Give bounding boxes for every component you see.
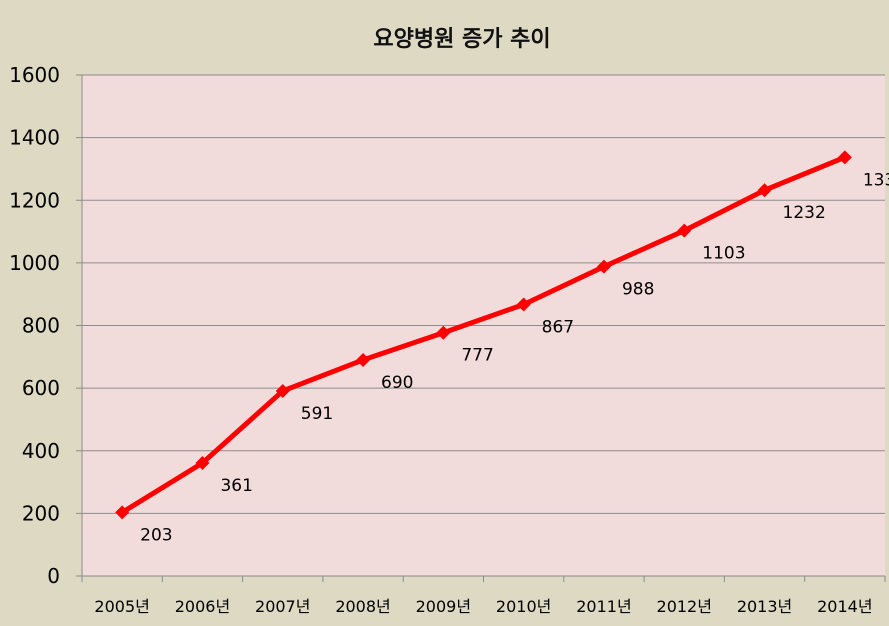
y-tick-label: 400 xyxy=(22,439,60,463)
data-point xyxy=(516,297,531,312)
y-tick-label: 1400 xyxy=(9,126,60,150)
data-label: 1103 xyxy=(702,244,745,264)
y-tick-label: 0 xyxy=(47,564,60,588)
y-tick-label: 600 xyxy=(22,376,60,400)
x-tick-label: 2007년 xyxy=(255,597,310,616)
data-label: 1232 xyxy=(783,203,826,223)
data-point xyxy=(677,223,692,238)
data-labels: 203 361 591 690 777 867 988 1103 1232 1337 xyxy=(140,170,889,545)
x-tick-label: 2009년 xyxy=(416,597,471,616)
x-tick-label: 2008년 xyxy=(335,597,390,616)
data-label: 203 xyxy=(140,525,172,545)
data-label: 1337 xyxy=(863,170,889,190)
chart-title: 요양병원 증가 추이 xyxy=(373,27,550,52)
x-tick-label: 2010년 xyxy=(496,597,551,616)
data-label: 690 xyxy=(381,373,413,393)
series-line xyxy=(119,154,848,515)
x-tick-label: 2011년 xyxy=(576,597,631,616)
data-point xyxy=(837,150,852,165)
x-tick-label: 2006년 xyxy=(175,597,230,616)
y-axis-tick-labels: 0 200 400 600 800 1000 1200 1400 1600 xyxy=(9,63,60,588)
x-tick-label: 2005년 xyxy=(94,597,149,616)
y-tick-label: 800 xyxy=(22,314,60,338)
data-point xyxy=(115,505,130,520)
x-tick-label: 2012년 xyxy=(657,597,712,616)
data-point xyxy=(757,183,772,198)
x-tick-label: 2013년 xyxy=(737,597,792,616)
series-layer xyxy=(115,150,852,520)
y-tick-label: 1200 xyxy=(9,188,60,212)
y-tick-label: 1000 xyxy=(9,251,60,275)
x-axis-tick-labels: 2005년 2006년 2007년 2008년 2009년 2010년 2011년 2012년… xyxy=(94,597,872,616)
data-point xyxy=(596,259,611,274)
data-point xyxy=(356,352,371,367)
data-label: 777 xyxy=(461,346,493,366)
data-label: 867 xyxy=(542,318,574,338)
y-tick-label: 200 xyxy=(22,501,60,525)
data-point xyxy=(436,325,451,340)
data-point xyxy=(195,455,210,470)
data-label: 591 xyxy=(301,404,333,424)
x-tick-label: 2014년 xyxy=(817,597,872,616)
data-label: 361 xyxy=(220,476,252,496)
data-label: 988 xyxy=(622,280,654,300)
data-point xyxy=(275,383,290,398)
y-tick-label: 1600 xyxy=(9,63,60,87)
axes xyxy=(81,75,886,582)
